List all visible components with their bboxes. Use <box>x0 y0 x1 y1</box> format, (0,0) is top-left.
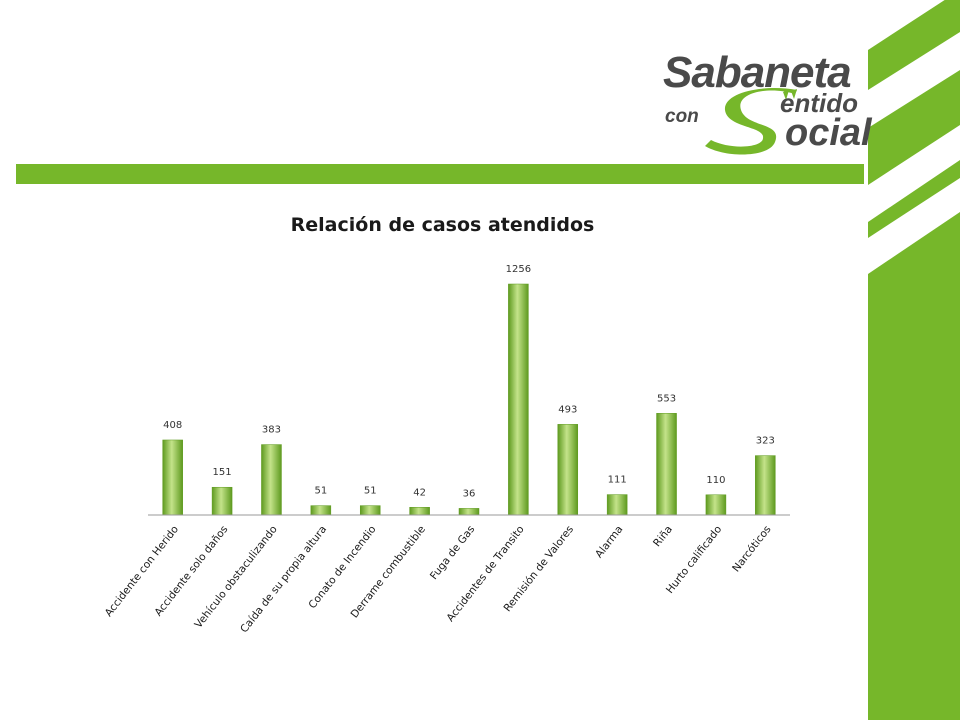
data-label-2: 383 <box>262 425 281 436</box>
sabaneta-logo: Sabaneta con entido ocial <box>655 48 872 168</box>
side-chevron-decoration <box>868 0 960 720</box>
logo-ocial-text: ocial <box>785 112 872 154</box>
logo-entido-text: entido <box>780 88 858 118</box>
data-label-9: 111 <box>608 475 627 486</box>
bar-3 <box>310 505 332 516</box>
category-label-6: Fuga de Gas <box>428 523 478 582</box>
bar-1 <box>211 486 233 516</box>
category-label-10: Riña <box>651 523 675 549</box>
logo-sabaneta-text: Sabaneta <box>663 48 852 97</box>
data-label-12: 323 <box>756 436 775 447</box>
data-label-0: 408 <box>163 420 182 431</box>
data-label-7: 1256 <box>506 264 531 275</box>
category-label-11: Hurto calificado <box>664 523 724 596</box>
logo-con-text: con <box>665 106 699 127</box>
category-label-2: Vehículo obstaculizando <box>192 523 279 630</box>
bar-7 <box>508 283 529 516</box>
bar-12 <box>755 455 776 516</box>
bar-11 <box>705 494 727 516</box>
data-label-3: 51 <box>314 486 327 497</box>
header-green-bar <box>16 164 864 184</box>
logo-s-swoosh <box>705 88 797 155</box>
data-label-11: 110 <box>706 475 725 486</box>
data-label-10: 553 <box>657 393 676 404</box>
bar-5 <box>409 507 430 516</box>
bar-4 <box>359 505 381 516</box>
data-label-8: 493 <box>558 404 577 415</box>
category-label-12: Narcóticos <box>730 523 773 574</box>
bar-8 <box>557 424 579 516</box>
data-label-4: 51 <box>364 486 377 497</box>
bar-6 <box>458 508 480 516</box>
bar-9 <box>606 494 628 516</box>
bar-10 <box>656 413 677 516</box>
chart-title: Relación de casos atendidos <box>290 214 595 236</box>
bar-0 <box>162 439 183 516</box>
category-label-3: Caída de su propia altura <box>238 523 329 635</box>
category-label-9: Alarma <box>593 523 625 560</box>
bar-2 <box>261 444 282 516</box>
data-label-6: 36 <box>463 488 476 499</box>
data-label-1: 151 <box>213 467 232 478</box>
data-label-5: 42 <box>413 487 426 498</box>
